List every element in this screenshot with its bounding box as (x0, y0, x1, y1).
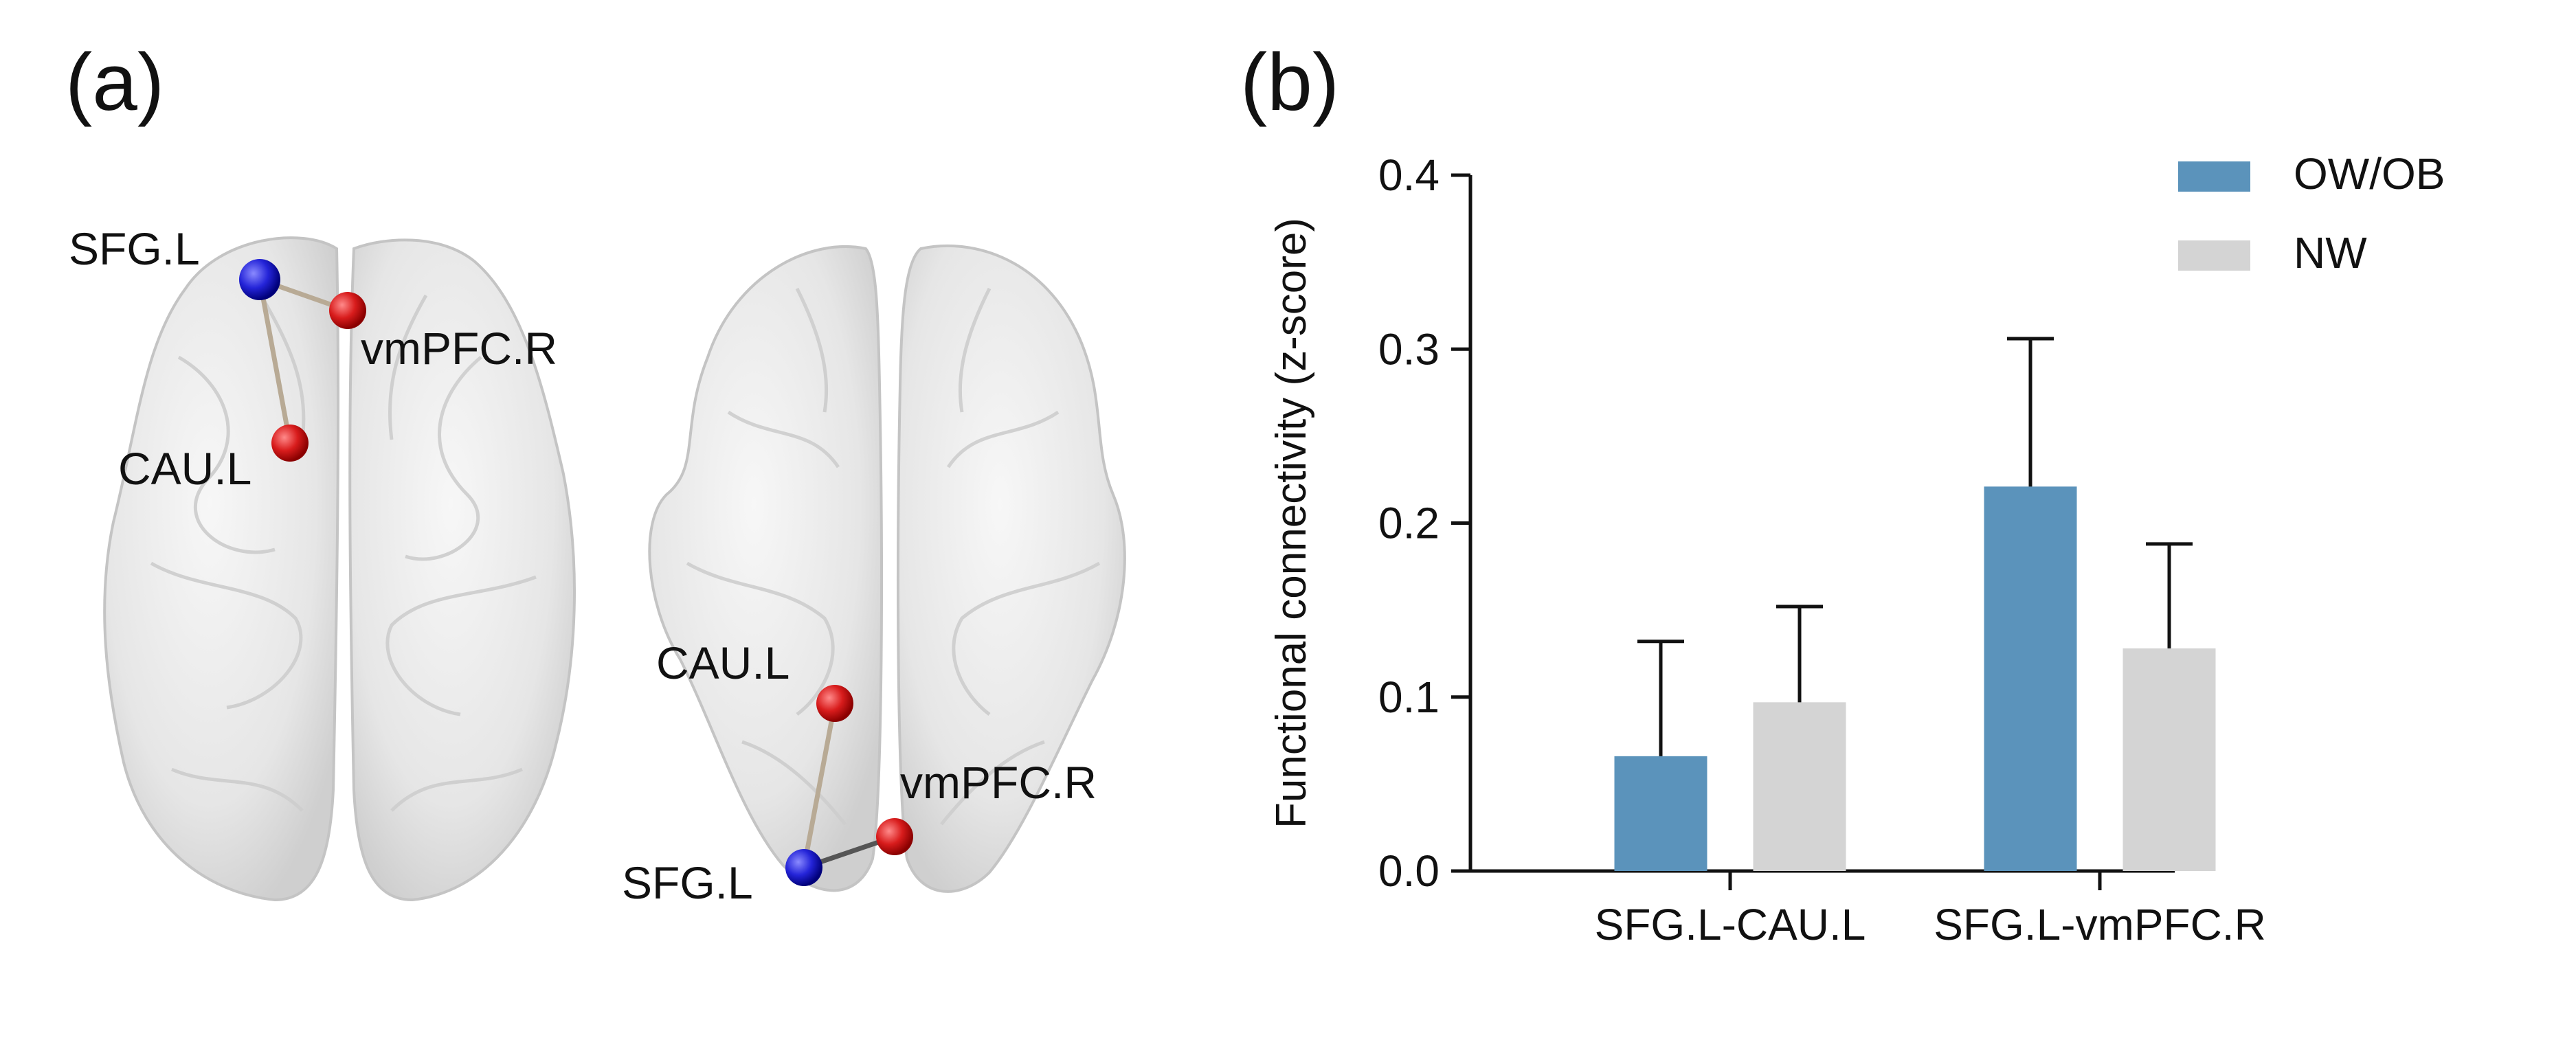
node-cau-l (271, 425, 309, 462)
panel-b: (b) 0.0 0.1 0.2 0.3 0.4 SFG.L-CAU.L SFG.L-vmPF… (1240, 37, 2445, 949)
bar (1753, 702, 1846, 871)
edge-sfg-cau (257, 279, 293, 444)
chart-bars (1614, 486, 2216, 871)
x-tick-label: SFG.L-CAU.L (1595, 900, 1866, 949)
right-hemisphere (897, 244, 1126, 893)
panel-a-label: (a) (65, 37, 164, 128)
node-label: CAU.L (656, 637, 789, 688)
node-label: vmPFC.R (361, 323, 557, 374)
panel-b-label: (b) (1240, 37, 1339, 128)
chart-ticks: 0.0 0.1 0.2 0.3 0.4 SFG.L-CAU.L SFG.L-vmPFC.R (1378, 150, 2266, 949)
panel-a: (a) SFG.L vmPFC.R (65, 37, 1126, 908)
brain-view-dorsal: SFG.L vmPFC.R CAU.L (69, 223, 576, 902)
legend: OW/OB NW (2178, 149, 2445, 278)
node-sfg-l (785, 849, 822, 886)
legend-label: OW/OB (2294, 149, 2445, 199)
gyri-lines (150, 294, 537, 812)
chart-error-bars (1637, 337, 2193, 756)
gyri-lines (686, 287, 1101, 826)
legend-swatch (2178, 240, 2250, 271)
bar (1614, 756, 1707, 871)
y-tick-label: 0.4 (1378, 150, 1440, 200)
y-tick-label: 0.1 (1378, 672, 1440, 722)
node-label: vmPFC.R (900, 757, 1097, 808)
y-axis-label: Functional connectivity (z-score) (1268, 218, 1315, 828)
y-tick-label: 0.0 (1378, 846, 1440, 896)
right-hemisphere (348, 238, 576, 902)
y-tick-label: 0.3 (1378, 324, 1440, 374)
node-cau-l (816, 685, 853, 722)
left-hemisphere (103, 236, 340, 902)
legend-swatch (2178, 161, 2250, 192)
node-label: SFG.L (622, 857, 753, 908)
node-label: CAU.L (118, 443, 251, 494)
legend-label: NW (2294, 228, 2367, 278)
node-sfg-l (239, 259, 280, 300)
x-tick-label: SFG.L-vmPFC.R (1934, 900, 2266, 949)
node-vmpfc-r (876, 818, 913, 855)
left-hemisphere (648, 245, 883, 892)
brain-view-ventral: CAU.L vmPFC.R SFG.L (622, 244, 1126, 908)
y-tick-label: 0.2 (1378, 499, 1440, 548)
node-vmpfc-r (329, 292, 366, 329)
edge-sfg-cau (801, 703, 838, 868)
bar (2123, 648, 2216, 871)
bar (1984, 486, 2077, 871)
node-label: SFG.L (69, 223, 200, 274)
